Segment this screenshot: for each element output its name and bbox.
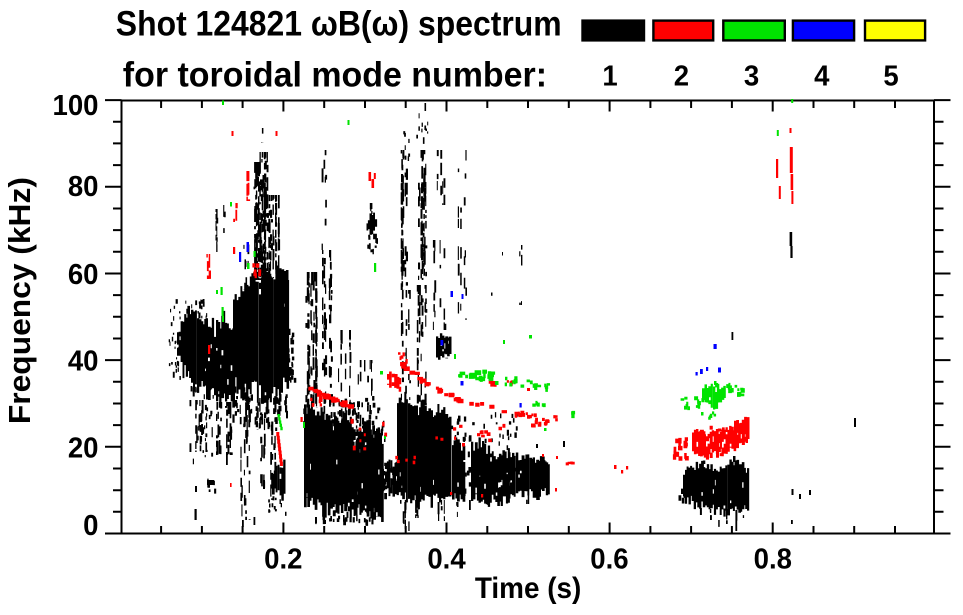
- svg-text:1: 1: [602, 59, 617, 92]
- svg-text:100: 100: [53, 89, 99, 122]
- svg-text:0: 0: [83, 508, 98, 541]
- svg-text:0.4: 0.4: [427, 542, 466, 575]
- svg-text:for toroidal mode number:: for toroidal mode number:: [123, 56, 547, 95]
- svg-text:Time (s): Time (s): [475, 572, 581, 605]
- svg-text:Shot 124821 ωB(ω) spectrum: Shot 124821 ωB(ω) spectrum: [116, 5, 562, 44]
- svg-text:5: 5: [883, 59, 898, 92]
- svg-text:2: 2: [674, 59, 689, 92]
- svg-text:80: 80: [68, 170, 99, 203]
- svg-text:60: 60: [68, 257, 99, 290]
- svg-text:0.8: 0.8: [754, 542, 792, 575]
- svg-text:4: 4: [814, 59, 830, 92]
- svg-text:0.6: 0.6: [590, 542, 628, 575]
- svg-text:Frequency (kHz): Frequency (kHz): [2, 177, 37, 424]
- svg-text:20: 20: [68, 431, 99, 464]
- svg-text:40: 40: [68, 344, 99, 377]
- svg-text:3: 3: [744, 59, 759, 92]
- svg-text:0.2: 0.2: [264, 542, 302, 575]
